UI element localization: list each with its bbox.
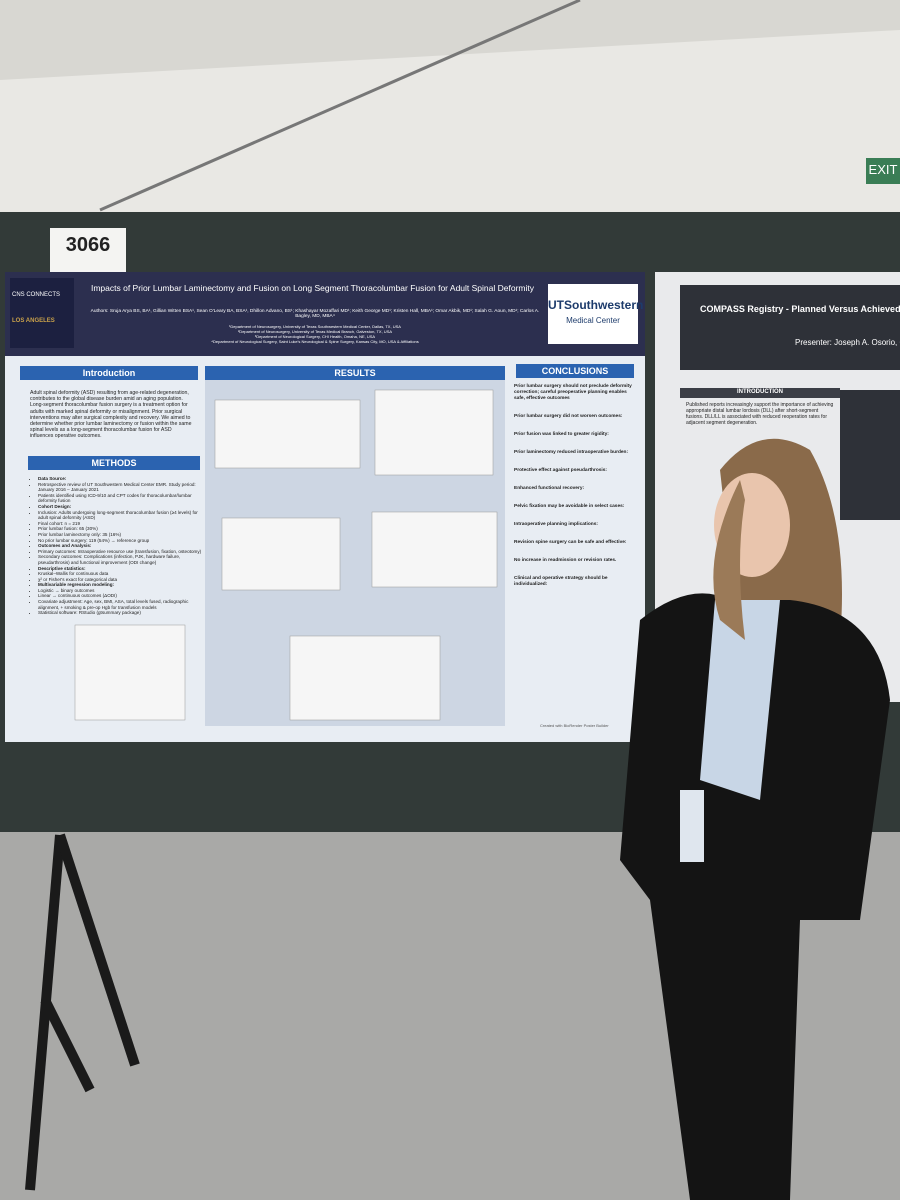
neighbor-title: COMPASS Registry - Planned Versus Achiev… (700, 304, 900, 314)
methods-list: Data Source:Retrospective review of UT S… (30, 476, 203, 616)
methods-line: No prior lumbar surgery: 119 (54%) → ref… (38, 538, 203, 544)
booth-number: 3066 (65, 234, 111, 256)
neighbor-text: Published reports increasingly support t… (686, 402, 834, 426)
methods-line: Covariate adjustment: Age, sex, BMI, ASA… (38, 599, 203, 610)
conclusion-item: Revision spine surgery can be safe and e… (514, 540, 627, 545)
affiliation: ⁴Department of Neurological Surgery, Sai… (211, 339, 419, 344)
methods-line: Statistical software: RStudio (gtsummary… (38, 610, 203, 616)
footer: Created with BioRender Poster Builder (540, 723, 609, 728)
conclusion-item: Pelvic fixation may be avoidable in sele… (514, 504, 625, 509)
methods-line: Prior lumbar laminectomy only: 35 (16%) (38, 532, 203, 538)
conclusion-item: Prior lumbar surgery did not worsen outc… (514, 414, 623, 419)
methods-line: Primary outcomes: Intraoperative resourc… (38, 549, 203, 555)
methods-line: Descriptive statistics: (38, 566, 203, 572)
affiliation: ²Department of Neurosurgery, University … (237, 329, 393, 334)
neighbor-presenter: Presenter: Joseph A. Osorio, Co-aut (795, 338, 900, 347)
institution: UTSouthwestern (548, 298, 644, 312)
conclusions-list: Prior lumbar surgery should not preclude… (514, 384, 632, 600)
affiliation: ³Department of Neurological Surgery, CHI… (254, 334, 376, 339)
methods-line: Inclusion: Adults undergoing long-segmen… (38, 510, 203, 521)
methods-line: Linear → continuous outcomes (ΔODI) (38, 593, 203, 599)
methods-line: χ² or Fisher's exact for categorical dat… (38, 577, 203, 583)
conclusion-item: Enhanced functional recovery: (514, 486, 585, 491)
poster-title: Impacts of Prior Lumbar Laminectomy and … (90, 283, 534, 293)
methods-line: Patients identified using ICD-9/10 and C… (38, 493, 203, 504)
methods-line: Secondary outcomes: Complications (infec… (38, 554, 203, 565)
methods-line: Retrospective review of UT Southwestern … (38, 482, 203, 493)
conclusion-item: Clinical and operative strategy should b… (514, 576, 608, 587)
methods-line: Prior lumbar fusion: 65 (30%) (38, 526, 203, 532)
section-heading: CONCLUSIONS (516, 364, 634, 378)
methods-line: Data Source: (38, 476, 203, 482)
exit-sign: EXIT (868, 162, 898, 177)
conclusion-item: Prior lumbar surgery should not preclude… (514, 384, 632, 401)
conclusion-item: Intraoperative planning implications: (514, 522, 598, 527)
conclusion-item: Prior fusion was linked to greater rigid… (514, 432, 609, 437)
logo-city: LOS ANGELES (12, 318, 55, 324)
conclusion-item: Protective effect against pseudarthrosis… (514, 468, 608, 473)
affiliations: ¹Department of Neurosurgery, University … (150, 324, 480, 344)
section-heading: Introduction (20, 366, 198, 380)
neighbor-heading: INTRODUCTION (737, 389, 783, 395)
methods-line: Cohort Design: (38, 504, 203, 510)
methods-line: Final cohort: n = 219 (38, 521, 203, 527)
conclusion-item: No increase in readmission or revision r… (514, 558, 617, 563)
section-heading: METHODS (28, 456, 200, 470)
methods-line: Kruskal–Wallis for continuous data (38, 571, 203, 577)
authors: Authors: Sruja Arya BS, BA¹, Gillian Wit… (90, 309, 540, 319)
conclusion-item: Prior laminectomy reduced intraoperative… (514, 450, 629, 455)
methods-line: Outcomes and Analysis: (38, 543, 203, 549)
methods-line: Logistic → binary outcomes (38, 588, 203, 594)
affiliation: ¹Department of Neurosurgery, University … (229, 324, 401, 329)
intro-text: Adult spinal deformity (ASD) resulting f… (30, 390, 192, 440)
logo: CNS CONNECTS (12, 292, 61, 298)
methods-line: Multivariable regression modeling: (38, 582, 203, 588)
section-heading: RESULTS (205, 366, 505, 380)
institution-sub: Medical Center (566, 316, 620, 325)
